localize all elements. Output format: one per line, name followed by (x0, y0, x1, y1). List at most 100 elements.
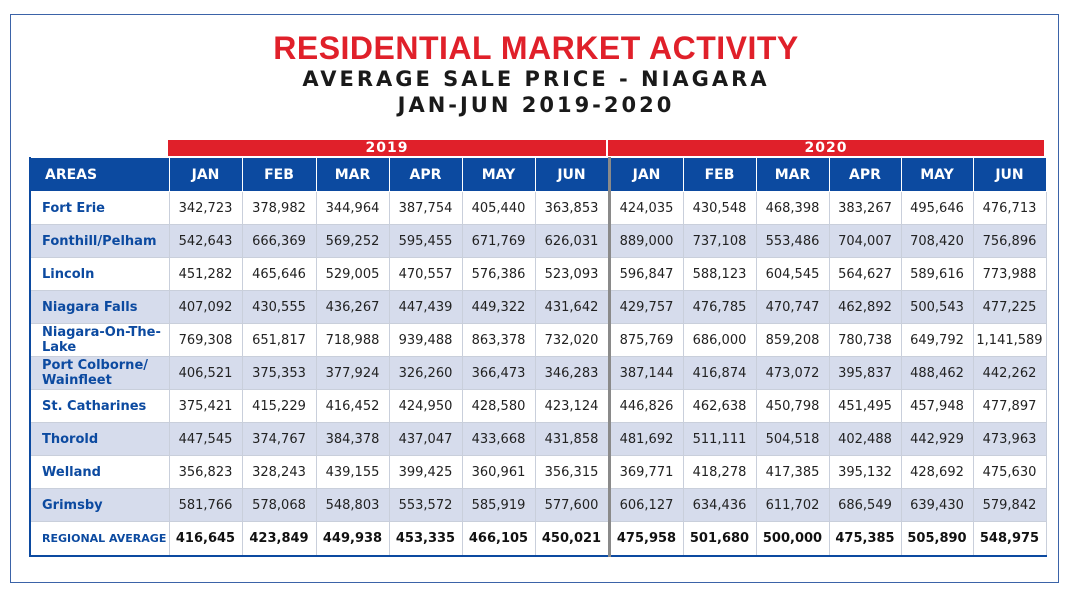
price-cell: 431,858 (534, 422, 610, 456)
price-cell: 450,798 (755, 389, 830, 423)
price-cell: 859,208 (755, 323, 830, 357)
price-cell: 604,545 (755, 257, 830, 291)
price-cell: 450,021 (534, 521, 610, 557)
price-cell: 449,938 (315, 521, 390, 557)
price-cell: 344,964 (315, 191, 390, 225)
area-name: Fonthill/Pelham (29, 224, 170, 258)
price-cell: 429,757 (607, 290, 684, 324)
area-name: Thorold (29, 422, 170, 456)
price-cell: 465,646 (241, 257, 317, 291)
price-cell: 424,035 (607, 191, 684, 225)
price-cell: 529,005 (315, 257, 390, 291)
price-cell: 377,924 (315, 356, 390, 390)
price-cell: 449,322 (461, 290, 536, 324)
column-header: MAY (461, 157, 536, 192)
price-cell: 417,385 (755, 455, 830, 489)
table-row: Lincoln 451,282 465,646 529,005 470,557 576,3… (29, 257, 1047, 291)
price-cell: 375,353 (241, 356, 317, 390)
price-cell: 548,975 (972, 521, 1047, 557)
price-cell: 436,267 (315, 290, 390, 324)
price-cell: 626,031 (534, 224, 610, 258)
price-cell: 595,455 (388, 224, 463, 258)
price-cell: 383,267 (828, 191, 902, 225)
price-cell: 466,105 (461, 521, 536, 557)
area-name: Port Colborne/ Wainfleet (29, 356, 170, 390)
column-header: JUN (972, 157, 1047, 192)
area-name: REGIONAL AVERAGE (29, 521, 170, 557)
price-cell: 468,398 (755, 191, 830, 225)
price-cell: 686,549 (828, 488, 902, 522)
price-cell: 500,000 (755, 521, 830, 557)
table-row: Fort Erie 342,723 378,982 344,964 387,754 405… (29, 191, 1047, 225)
price-cell: 488,462 (900, 356, 974, 390)
price-cell: 442,929 (900, 422, 974, 456)
table-row: Grimsby 581,766 578,068 548,803 553,572 585,9… (29, 488, 1047, 522)
price-cell: 430,548 (682, 191, 757, 225)
price-cell: 476,713 (972, 191, 1047, 225)
price-cell: 704,007 (828, 224, 902, 258)
price-cell: 495,646 (900, 191, 974, 225)
price-cell: 569,252 (315, 224, 390, 258)
price-cell: 402,488 (828, 422, 902, 456)
price-cell: 342,723 (168, 191, 243, 225)
price-cell: 326,260 (388, 356, 463, 390)
column-header: APR (828, 157, 902, 192)
price-cell: 406,521 (168, 356, 243, 390)
price-cell: 475,630 (972, 455, 1047, 489)
regional-average-row: REGIONAL AVERAGE 416,645 423,849 449,938 453… (29, 521, 1047, 557)
price-cell: 578,068 (241, 488, 317, 522)
price-cell: 511,111 (682, 422, 757, 456)
price-cell: 384,378 (315, 422, 390, 456)
price-cell: 418,278 (682, 455, 757, 489)
column-header: MAY (900, 157, 974, 192)
price-cell: 577,600 (534, 488, 610, 522)
price-cell: 875,769 (607, 323, 684, 357)
price-cell: 773,988 (972, 257, 1047, 291)
date-range: JAN-JUN 2019-2020 (397, 93, 675, 117)
price-cell: 581,766 (168, 488, 243, 522)
price-cell: 501,680 (682, 521, 757, 557)
area-name: Fort Erie (29, 191, 170, 225)
table-row: Fonthill/Pelham 542,643 666,369 569,252 595,… (29, 224, 1047, 258)
subtitle: AVERAGE SALE PRICE - NIAGARA (302, 67, 770, 91)
price-cell: 356,315 (534, 455, 610, 489)
price-cell: 475,385 (828, 521, 902, 557)
price-cell: 423,849 (241, 521, 317, 557)
price-cell: 481,692 (607, 422, 684, 456)
price-cell: 889,000 (607, 224, 684, 258)
price-table: AREAS JAN FEB MAR APR MAY JUN JAN FEB MA… (29, 157, 1047, 557)
price-cell: 433,668 (461, 422, 536, 456)
header-row: AREAS JAN FEB MAR APR MAY JUN JAN FEB MA… (29, 157, 1047, 192)
price-cell: 387,754 (388, 191, 463, 225)
price-cell: 589,616 (900, 257, 974, 291)
table-row: Niagara-On-The-Lake 769,308 651,817 718,988… (29, 323, 1047, 357)
price-cell: 416,452 (315, 389, 390, 423)
price-cell: 477,225 (972, 290, 1047, 324)
table-row: Welland 356,823 328,243 439,155 399,425 360,9… (29, 455, 1047, 489)
price-cell: 356,823 (168, 455, 243, 489)
column-header-areas: AREAS (29, 157, 170, 192)
column-header: MAR (315, 157, 390, 192)
price-cell: 428,580 (461, 389, 536, 423)
price-cell: 430,555 (241, 290, 317, 324)
price-cell: 477,897 (972, 389, 1047, 423)
table-row: St. Catharines 375,421 415,229 416,452 424,9… (29, 389, 1047, 423)
price-cell: 476,785 (682, 290, 757, 324)
price-cell: 405,440 (461, 191, 536, 225)
price-cell: 542,643 (168, 224, 243, 258)
price-cell: 442,262 (972, 356, 1047, 390)
table-row: Niagara Falls 407,092 430,555 436,267 447,43… (29, 290, 1047, 324)
price-cell: 756,896 (972, 224, 1047, 258)
price-cell: 708,420 (900, 224, 974, 258)
price-cell: 769,308 (168, 323, 243, 357)
column-header: JUN (534, 157, 610, 192)
price-cell: 606,127 (607, 488, 684, 522)
column-header: FEB (241, 157, 317, 192)
price-cell: 416,874 (682, 356, 757, 390)
area-name: Niagara Falls (29, 290, 170, 324)
price-cell: 564,627 (828, 257, 902, 291)
price-cell: 585,919 (461, 488, 536, 522)
area-name: Grimsby (29, 488, 170, 522)
price-cell: 548,803 (315, 488, 390, 522)
price-cell: 470,747 (755, 290, 830, 324)
